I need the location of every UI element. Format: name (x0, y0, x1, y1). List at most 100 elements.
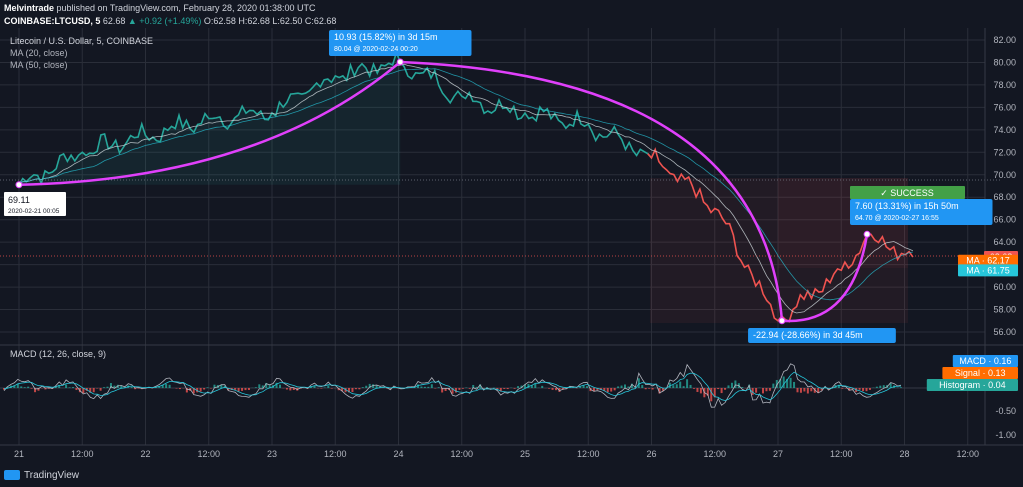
macd-bar (803, 388, 806, 392)
macd-tick-label: -0.50 (995, 406, 1016, 416)
macd-bar (261, 385, 264, 388)
macd-bar (720, 388, 723, 394)
macd-bar (441, 388, 444, 393)
macd-bar (499, 388, 502, 392)
macd-bar (437, 387, 440, 388)
macd-bar (344, 388, 347, 393)
macd-bar (13, 385, 16, 388)
macd-bar (534, 383, 537, 388)
macd-bar (82, 388, 85, 394)
macd-bar (523, 384, 526, 388)
brand-name[interactable]: TradingView (24, 469, 80, 481)
macd-bar (579, 386, 582, 388)
ma50-line (18, 67, 913, 301)
macd-bar (292, 388, 295, 391)
annotation-text: 7.60 (13.31%) in 15h 50m (855, 201, 959, 211)
macd-bar (299, 388, 302, 389)
macd-bar (99, 388, 102, 391)
macd-bar (586, 386, 589, 388)
macd-bar (358, 388, 361, 390)
symbol-name: COINBASE:LTCUSD, 5 (4, 16, 101, 26)
rebound-annotation: 7.60 (13.31%) in 15h 50m 64.70 @ 2020-02-… (850, 199, 993, 225)
macd-bar (641, 385, 644, 388)
time-tick-label: 25 (520, 449, 530, 459)
macd-bar (65, 384, 68, 388)
start-point-label: 69.11 2020-02-21 00:05 (4, 192, 66, 216)
macd-bar (661, 388, 664, 391)
price-tick-label: 58.00 (993, 305, 1016, 315)
macd-bar (192, 388, 195, 394)
success-badge: ✓ SUCCESS (850, 186, 965, 199)
macd-bar (220, 384, 223, 388)
macd-bar (517, 386, 520, 388)
macd-bar (627, 386, 630, 388)
macd-bar (247, 388, 250, 391)
macd-bar (341, 388, 344, 392)
macd-bar (813, 388, 816, 393)
price-tick-label: 80.00 (993, 57, 1016, 67)
svg-text:MA · 62.17: MA · 62.17 (966, 256, 1010, 266)
macd-bar (109, 383, 112, 388)
macd-bar (237, 388, 240, 392)
macd-bar (879, 385, 882, 388)
macd-bar (468, 388, 471, 389)
macd-bar (161, 385, 164, 388)
time-tick-label: 12:00 (703, 449, 726, 459)
svg-text:2020-02-21 00:05: 2020-02-21 00:05 (8, 208, 60, 215)
macd-bar (34, 388, 37, 393)
time-tick-label: 12:00 (324, 449, 347, 459)
svg-text:MA · 61.75: MA · 61.75 (966, 265, 1010, 275)
price-tick-label: 64.00 (993, 237, 1016, 247)
macd-bar (765, 388, 768, 392)
arc-point (15, 181, 23, 189)
macd-bar (130, 386, 133, 388)
macd-bar (254, 387, 257, 388)
macd-bar (54, 386, 57, 388)
time-axis: 21 12:00 22 12:00 23 12:00 24 12:00 25 12:00 26 12:… (14, 449, 979, 459)
price-tick-label: 66.00 (993, 215, 1016, 225)
macd-bar (679, 381, 682, 388)
macd-bar (89, 388, 92, 393)
macd-bar (817, 388, 820, 394)
macd-bar (675, 384, 678, 388)
macd-tick-label: -1.00 (995, 430, 1016, 440)
macd-bar (548, 388, 551, 389)
macd-bar (689, 384, 692, 388)
legend-title: Litecoin / U.S. Dollar, 5, COINBASE (10, 36, 153, 46)
macd-bar (841, 388, 844, 389)
price-tick-label: 60.00 (993, 282, 1016, 292)
macd-bar (430, 384, 433, 388)
time-tick-label: 28 (899, 449, 909, 459)
macd-bar (258, 384, 261, 388)
trough-annotation: -22.94 (-28.66%) in 3d 45m (748, 328, 896, 343)
macd-bar (175, 388, 178, 389)
macd-bar (603, 388, 606, 391)
macd-bar (120, 385, 123, 388)
macd-bar (199, 388, 202, 392)
macd-bar (482, 388, 485, 389)
macd-bar (837, 384, 840, 388)
macd-bar (592, 388, 595, 392)
macd-bar (451, 388, 454, 394)
macd-bar (458, 388, 461, 390)
macd-bar (241, 388, 244, 391)
price-change: ▲ +0.92 (+1.49%) (127, 16, 202, 26)
macd-bar (27, 386, 30, 388)
macd-bar (327, 385, 330, 388)
signal-line (3, 371, 902, 401)
macd-bar (375, 385, 378, 388)
macd-bar (799, 388, 802, 393)
price-tick-label: 78.00 (993, 80, 1016, 90)
macd-bar (351, 388, 354, 393)
macd-bar (779, 379, 782, 388)
macd-bar (427, 386, 430, 388)
macd-bar (672, 385, 675, 388)
time-tick-label: 24 (393, 449, 403, 459)
macd-bar (851, 388, 854, 390)
macd-bar (713, 388, 716, 398)
macd-bar (793, 381, 796, 388)
macd-bar (113, 385, 116, 388)
author-name[interactable]: Melvintrade (4, 3, 55, 13)
macd-bar (620, 385, 623, 388)
